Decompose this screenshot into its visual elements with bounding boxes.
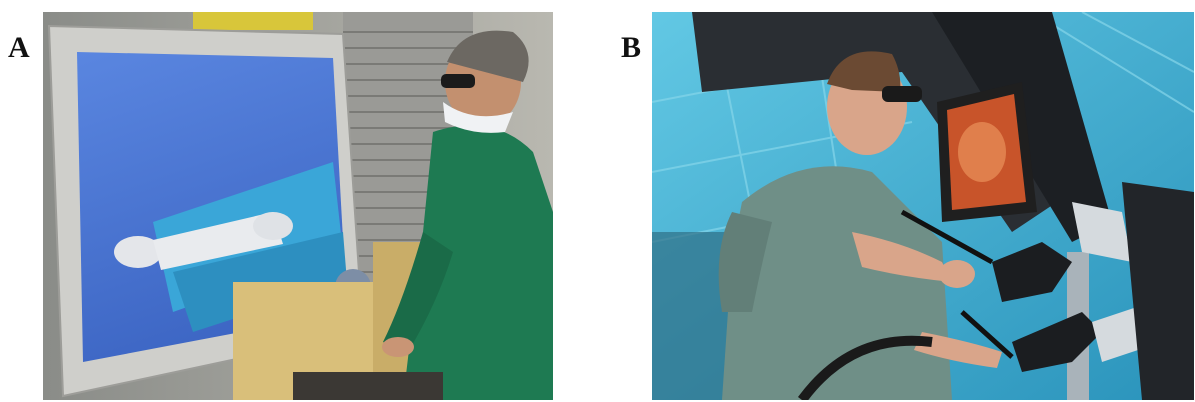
photo-a-illustration bbox=[43, 12, 553, 400]
panel-label-b: B bbox=[621, 31, 642, 64]
panel-label-a: A bbox=[8, 31, 30, 64]
photo-b-illustration bbox=[652, 12, 1194, 400]
photo-surgical-simulator bbox=[43, 12, 553, 400]
photo-robotic-console bbox=[652, 12, 1194, 400]
